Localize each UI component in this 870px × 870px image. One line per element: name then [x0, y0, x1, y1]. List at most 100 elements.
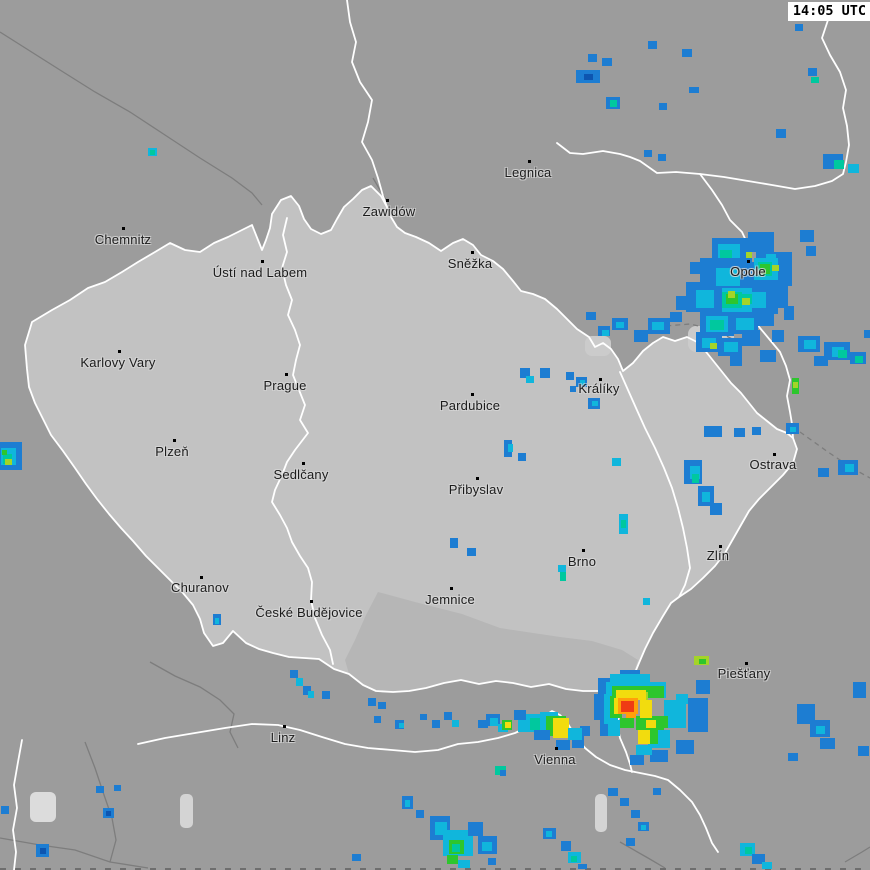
radar-cell: [608, 720, 620, 736]
radar-cell: [682, 49, 692, 57]
radar-cell: [638, 730, 650, 744]
radar-cell: [592, 401, 598, 406]
radar-cell: [838, 350, 847, 358]
radar-cell: [699, 659, 706, 664]
radar-cell: [716, 268, 740, 286]
radar-cell: [578, 864, 587, 869]
radar-cell: [520, 368, 530, 378]
radar-cell: [114, 785, 121, 791]
radar-cell: [814, 356, 828, 366]
radar-cell: [797, 704, 815, 724]
radar-cell: [648, 41, 657, 49]
radar-cell: [702, 492, 710, 502]
city-label: Pardubice: [439, 398, 501, 413]
radar-cell: [864, 330, 870, 338]
radar-cell: [586, 312, 596, 320]
city-label: Chemnitz: [94, 232, 152, 247]
radar-cell: [580, 726, 590, 736]
radar-cell: [800, 230, 814, 242]
radar-cell: [772, 286, 788, 308]
radar-cell: [482, 842, 492, 851]
city-dot: [261, 260, 264, 263]
radar-cell: [845, 464, 854, 472]
radar-cell: [508, 444, 513, 452]
radar-cell: [478, 720, 488, 728]
radar-cell: [468, 822, 483, 836]
timestamp-badge: 14:05 UTC: [787, 2, 870, 21]
city-dot: [773, 453, 776, 456]
radar-cell: [490, 718, 498, 726]
radar-cell: [560, 572, 566, 581]
radar-cell: [818, 468, 829, 477]
city-dot: [283, 725, 286, 728]
radar-cell: [726, 294, 738, 304]
radar-cell: [752, 308, 774, 326]
radar-cell: [788, 753, 798, 761]
radar-cell: [795, 24, 803, 31]
radar-cell: [816, 726, 825, 734]
radar-cell: [730, 356, 742, 366]
radar-cell: [40, 848, 46, 854]
radar-cell: [636, 745, 652, 755]
radar-cell: [772, 265, 779, 271]
radar-cell: [664, 700, 686, 728]
radar-cell: [676, 296, 690, 310]
radar-cell: [374, 716, 381, 723]
radar-cell: [720, 250, 732, 258]
radar-cell: [820, 738, 835, 749]
radar-cell: [634, 330, 648, 342]
radar-cell: [566, 372, 574, 380]
radar-cell: [610, 100, 617, 107]
city-dot: [302, 462, 305, 465]
radar-cell: [690, 262, 702, 274]
radar-cell: [659, 103, 667, 110]
radar-cell: [405, 800, 410, 807]
radar-cell: [588, 54, 597, 62]
radar-cell: [5, 459, 12, 465]
radar-cell: [853, 682, 866, 698]
radar-cell: [748, 292, 766, 308]
radar-cell: [612, 458, 621, 466]
city-dot: [555, 747, 558, 750]
radar-cell: [444, 712, 452, 720]
radar-cell: [784, 306, 794, 320]
radar-cell: [728, 291, 735, 298]
city-label: Prague: [263, 378, 307, 393]
radar-cell: [742, 330, 760, 346]
radar-cell: [658, 154, 666, 161]
city-label: Zlín: [706, 548, 730, 563]
radar-cell: [571, 856, 577, 862]
radar-cell: [378, 702, 386, 709]
radar-echo-layer: [0, 24, 870, 869]
radar-cell: [458, 860, 470, 868]
radar-cell: [546, 831, 552, 837]
radar-cell: [505, 722, 511, 728]
radar-cell: [776, 129, 786, 138]
city-label: Jemnice: [425, 592, 475, 607]
radar-cell: [760, 350, 776, 362]
radar-cell: [150, 150, 155, 155]
radar-cell: [416, 810, 424, 818]
city-label: Brno: [567, 554, 597, 569]
radar-cell: [626, 838, 635, 846]
radar-cell: [790, 427, 796, 432]
city-label: Zawidów: [362, 204, 416, 219]
radar-cell: [704, 426, 722, 437]
radar-cell: [811, 77, 819, 83]
city-dot: [476, 477, 479, 480]
radar-cell: [616, 690, 646, 700]
radar-cell: [742, 298, 750, 305]
city-label: Linz: [270, 730, 296, 745]
radar-cell: [631, 810, 640, 818]
city-dot: [285, 373, 288, 376]
river-oder-upper: [556, 19, 850, 190]
radar-cell: [804, 340, 816, 349]
city-dot: [386, 199, 389, 202]
city-label: Vienna: [534, 752, 576, 767]
radar-cell: [646, 720, 656, 728]
radar-cell: [676, 694, 688, 704]
radar-cell: [215, 618, 219, 624]
city-dot: [450, 587, 453, 590]
